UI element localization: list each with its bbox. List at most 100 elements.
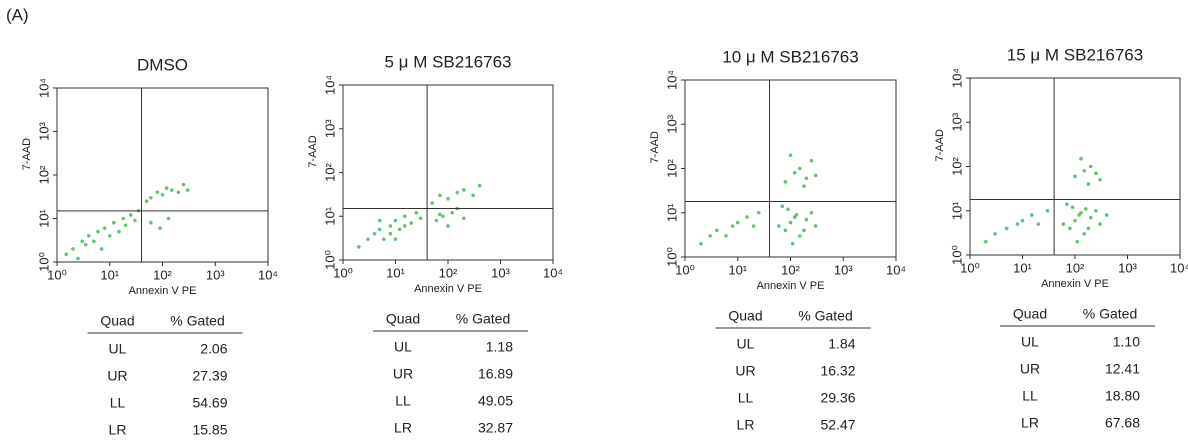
x-tick-label: 10⁴	[1170, 260, 1188, 275]
y-tick-label: 10²	[322, 162, 337, 181]
point	[1061, 222, 1066, 226]
table-cell: LL	[1022, 388, 1038, 404]
table-cell: 32.87	[478, 420, 513, 436]
point	[776, 224, 781, 228]
x-tick-label: 10³	[206, 267, 225, 282]
point	[446, 224, 450, 228]
x-tick-label: 10¹	[728, 262, 747, 277]
point	[64, 252, 69, 257]
x-tick-label: 10⁴	[258, 267, 278, 282]
point	[71, 247, 75, 251]
y-axis-label: 7-AAD	[21, 138, 33, 170]
point	[83, 242, 88, 247]
y-tick-label: 10²	[664, 158, 679, 177]
point	[1089, 164, 1093, 169]
y-axis-label: 7-AAD	[649, 131, 661, 163]
x-tick-label: 10⁰	[333, 265, 353, 280]
table-cell: 52.47	[820, 417, 855, 433]
x-axis-label: Annexin V PE	[414, 283, 482, 295]
chart-title: DMSO	[137, 55, 188, 74]
point	[438, 212, 442, 217]
table-cell: UL	[1021, 334, 1039, 350]
table-cell: 1.10	[1113, 334, 1140, 350]
point	[792, 170, 797, 175]
point	[455, 190, 460, 195]
y-tick-label: 10⁰	[664, 247, 679, 267]
point	[804, 176, 809, 181]
x-tick-label: 10³	[491, 265, 510, 280]
table-cell: 49.05	[478, 393, 513, 409]
point	[1104, 213, 1109, 217]
table-cell: UR	[1020, 361, 1040, 377]
x-tick-label: 10²	[439, 265, 458, 280]
point	[99, 247, 104, 251]
x-tick-label: 10²	[781, 262, 800, 277]
point	[148, 195, 153, 200]
point	[123, 223, 128, 228]
x-tick-label: 10²	[153, 267, 172, 282]
point	[1094, 208, 1098, 213]
table-header: Quad	[100, 313, 134, 329]
point	[1082, 232, 1087, 236]
point	[1036, 222, 1041, 226]
point	[144, 199, 149, 203]
point	[176, 190, 181, 195]
point	[797, 166, 802, 171]
x-axis-label: Annexin V PE	[757, 280, 825, 292]
point	[1098, 178, 1102, 182]
point	[813, 224, 818, 228]
point	[441, 214, 445, 219]
point	[735, 220, 740, 225]
point	[107, 234, 112, 238]
point	[797, 234, 802, 238]
x-tick-label: 10¹	[386, 265, 405, 280]
point	[169, 188, 174, 192]
point	[155, 190, 160, 195]
y-tick-label: 10⁴	[949, 68, 964, 88]
point	[397, 227, 402, 232]
point	[388, 231, 393, 236]
point	[783, 180, 788, 184]
point	[133, 218, 137, 223]
point	[117, 229, 121, 234]
point	[121, 216, 126, 221]
table-cell: UL	[394, 339, 412, 355]
y-tick-label: 10⁴	[664, 70, 679, 90]
point	[112, 220, 116, 225]
point	[393, 218, 398, 223]
table-cell: 18.80	[1105, 388, 1140, 404]
table-cell: LL	[738, 390, 754, 406]
table-cell: LL	[395, 393, 411, 409]
point	[418, 216, 423, 221]
point	[1015, 222, 1020, 226]
y-tick-label: 10¹	[664, 203, 679, 222]
point	[372, 231, 377, 236]
point	[1073, 218, 1077, 223]
table-header: Quad	[728, 308, 762, 324]
point	[1086, 226, 1091, 231]
table-cell: LR	[394, 420, 412, 436]
point	[993, 232, 997, 236]
point	[1082, 168, 1087, 173]
chart-title: 5 μ M SB216763	[385, 52, 512, 71]
point	[802, 184, 806, 188]
point	[181, 182, 186, 187]
table-cell: 16.32	[820, 363, 855, 379]
x-tick-label: 10⁰	[675, 262, 695, 277]
table-cell: 29.36	[820, 390, 855, 406]
point	[382, 237, 386, 241]
table-cell: LR	[737, 417, 755, 433]
point	[984, 239, 988, 244]
point	[1094, 171, 1098, 176]
table-cell: UR	[735, 363, 755, 379]
y-tick-label: 10²	[36, 165, 51, 184]
point	[802, 228, 806, 233]
y-tick-label: 10⁰	[949, 245, 964, 265]
point	[804, 217, 809, 222]
y-tick-label: 10¹	[322, 206, 337, 225]
point	[809, 210, 814, 215]
point	[446, 197, 450, 201]
chart-title: 10 μ M SB216763	[722, 47, 858, 66]
point	[1073, 174, 1077, 179]
